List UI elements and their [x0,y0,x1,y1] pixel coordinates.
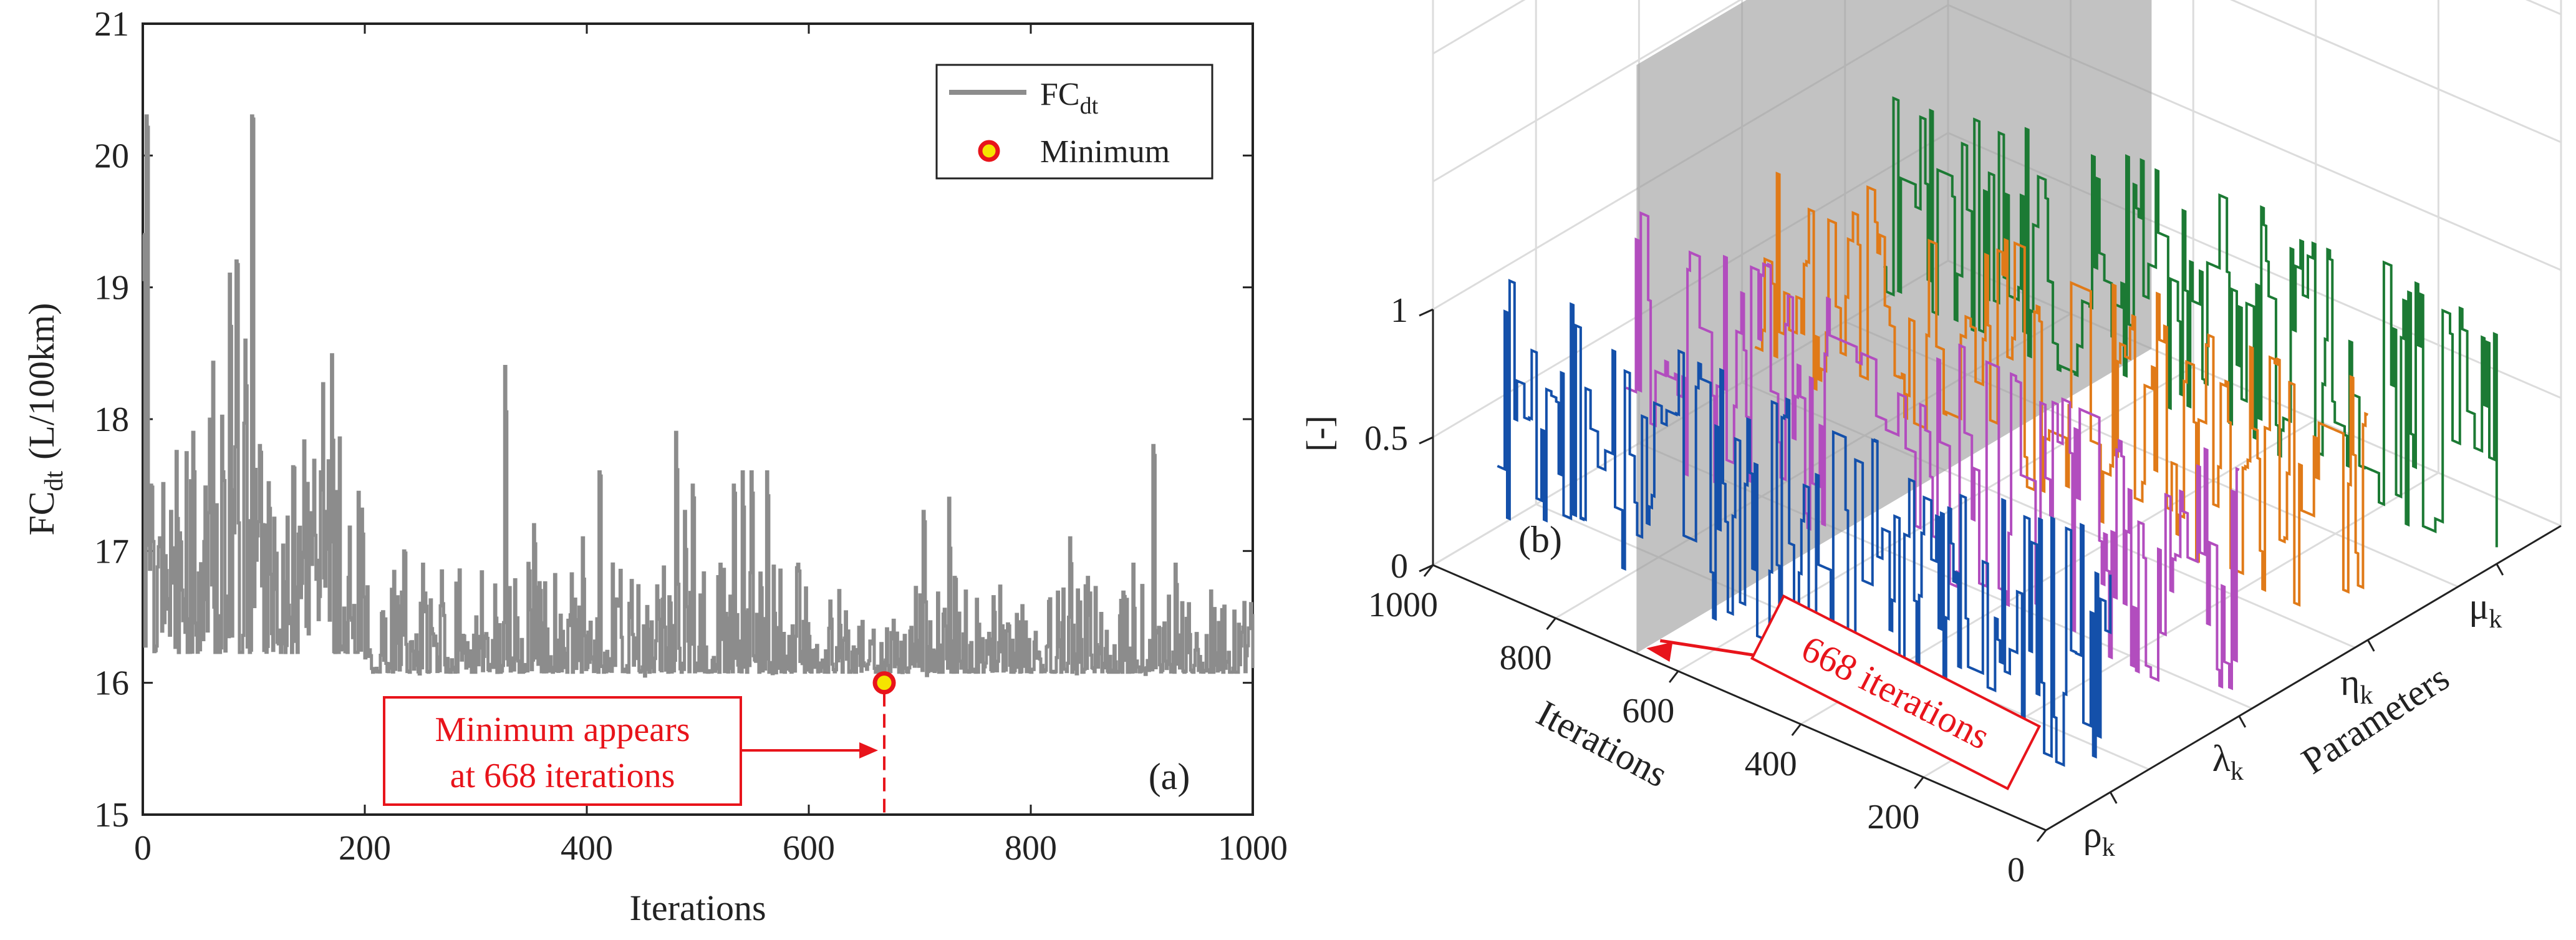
z-tick-label: 1 [1391,291,1408,330]
y-tick-label: 19 [94,269,129,308]
iteration-tick-mark [1669,671,1679,683]
parameters-axis-line [2045,525,2562,831]
parameter-tick-label: μk [2469,586,2502,634]
legend-fc-main: FC [1040,77,1080,112]
svg-text:Parameters: Parameters [2294,657,2456,782]
parameter-tick-mark [2496,563,2504,576]
panel-a-y-ticks: 15 16 17 18 19 20 21 [94,5,1253,835]
z-tick-mark [1419,564,1434,573]
fc-dt-line [142,114,1255,685]
panel-a-x-ticks: 0 200 400 600 800 1000 [134,24,1288,868]
panel-b-axes: 0 0.5 1 0 200 400 600 800 1000 ρk λk ηk μk [1364,291,2562,889]
parameter-tick-mark [2238,715,2247,728]
y-tick-label: 18 [94,400,129,439]
panel-a-x-axis-label: Iterations [629,888,766,928]
iteration-tick-mark [1546,618,1556,630]
panel-b-3d-chart: 0 0.5 1 0 200 400 600 800 1000 ρk λk ηk μk 668 itera… [1299,0,2562,889]
iterations-axis-line [1432,564,2047,831]
iteration-tick-label: 400 [1745,745,1797,783]
parameter-tick-mark [2109,792,2118,804]
panel-a-annotation: Minimum appears at 668 iterations [383,671,896,815]
z-tick-mark [1419,436,1434,445]
parameter-tick-label: λk [2212,738,2244,786]
panel-b-label: (b) [1518,519,1562,560]
lambda-series [1626,211,2240,690]
x-tick-label: 1000 [1218,829,1288,868]
panel-b-z-axis-label: [-] [1299,415,1339,452]
b-annotation-frame [1750,594,2042,791]
mu-series [1883,96,2498,548]
annotation-box [383,696,742,806]
iteration-tick-label: 1000 [1368,586,1438,624]
iteration-tick-label: 200 [1867,798,1919,836]
iteration-tick-label: 600 [1622,692,1674,730]
annotation-arrow-head [859,742,879,758]
svg-text:[-]: [-] [1299,415,1339,452]
back-wall-grid-line [1432,0,1742,183]
y-label-main: FC [21,492,62,536]
y-tick-label: 21 [94,5,129,44]
y-label-subscript: dt [40,471,69,492]
eta-series [1754,172,2369,607]
panel-a-y-axis-label: FCdt (L/100km) [21,303,69,536]
y-tick-label: 17 [94,532,129,571]
rho-series [1497,279,2112,767]
legend-fc-sub: dt [1080,93,1099,119]
panel-a-label: (a) [1149,756,1190,797]
panel-b-parameters-axis-label: Parameters [2294,657,2456,782]
iteration-tick-mark [1914,777,1924,789]
parameter-tick-label: ηk [2340,662,2373,710]
x-tick-label: 600 [783,829,835,868]
y-tick-label: 20 [94,137,129,175]
z-tick-label: 0 [1391,547,1408,586]
svg-text:FCdt(L/100km): FCdt (L/100km) [21,303,69,536]
y-tick-label: 15 [94,796,129,835]
annotation-line-2: at 668 iterations [450,757,675,795]
iteration-tick-mark [1791,724,1802,736]
side-wall-grid-line [2229,0,2562,143]
x-tick-label: 800 [1005,829,1057,868]
y-label-unit: (L/100km) [21,303,62,460]
annotation-line-1: Minimum appears [435,710,690,749]
iteration-tick-mark [2036,830,2047,842]
iteration-tick-mark [1423,564,1434,577]
iteration-tick-label: 800 [1500,639,1552,677]
parameter-tick-mark [2366,639,2375,652]
panel-a-series [142,114,1255,685]
legend-marker-label: Minimum [1040,134,1170,170]
z-tick-label: 0.5 [1364,419,1408,458]
minimum-marker [872,671,896,695]
panel-b-series [1497,96,2498,767]
y-tick-label: 16 [94,664,129,703]
iteration-tick-label: 0 [2007,851,2025,889]
parameter-tick-label: ρk [2083,814,2115,862]
panel-b-annotation: 668 iterations [1646,594,2042,791]
b-annotation-arrow-head [1646,642,1673,662]
z-tick-mark [1419,308,1434,317]
back-wall-grid-line [1432,0,1526,55]
panel-a-legend: FCdt Minimum [935,64,1213,180]
x-tick-label: 0 [134,829,152,868]
x-tick-label: 400 [561,829,613,868]
panel-a-chart: 15 16 17 18 19 20 21 0 200 400 600 800 1000 Minimum… [21,5,1288,928]
legend-line-label: FCdt [1040,77,1099,119]
legend-marker-swatch [978,140,1000,162]
x-tick-label: 200 [339,829,391,868]
